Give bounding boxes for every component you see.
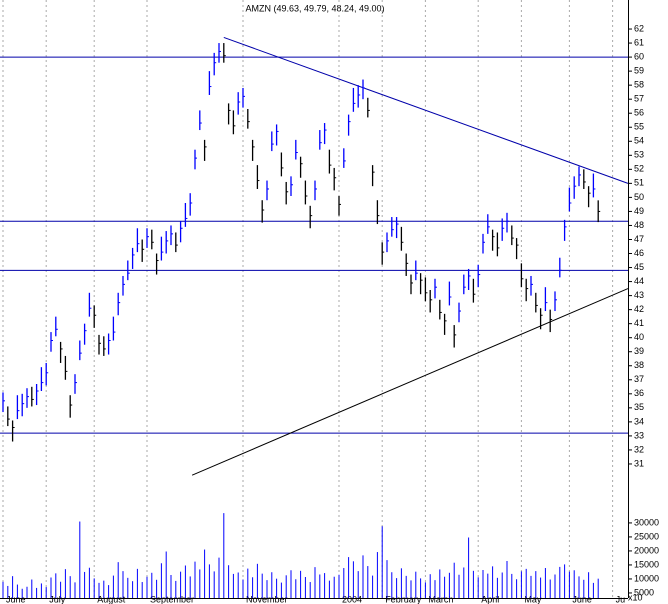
y-tick-label: 61 <box>634 37 644 47</box>
x-tick-label: June <box>6 594 26 604</box>
x-tick-label: March <box>428 594 453 604</box>
y-tick-label: 42 <box>634 304 644 314</box>
y-tick-label: 32 <box>634 444 644 454</box>
x-tick-label: February <box>385 594 422 604</box>
y-tick-label: 53 <box>634 150 644 160</box>
volume-tick-label: 15000 <box>634 559 659 569</box>
y-tick-label: 40 <box>634 332 644 342</box>
chart-title: AMZN (49.63, 49.79, 48.24, 49.00) <box>245 3 384 13</box>
y-tick-label: 33 <box>634 430 644 440</box>
y-tick-label: 52 <box>634 164 644 174</box>
y-tick-label: 59 <box>634 65 644 75</box>
y-tick-label: 62 <box>634 23 644 33</box>
x-tick-label: April <box>481 594 499 604</box>
y-tick-label: 39 <box>634 346 644 356</box>
y-tick-label: 41 <box>634 318 644 328</box>
volume-unit-label: x10 <box>628 592 643 602</box>
y-tick-label: 49 <box>634 206 644 216</box>
volume-tick-label: 30000 <box>634 517 659 527</box>
y-tick-label: 36 <box>634 388 644 398</box>
y-tick-label: 45 <box>634 262 644 272</box>
y-tick-label: 46 <box>634 248 644 258</box>
y-tick-label: 54 <box>634 136 644 146</box>
y-tick-label: 58 <box>634 80 644 90</box>
y-tick-label: 31 <box>634 458 644 468</box>
y-tick-label: 51 <box>634 178 644 188</box>
x-tick-label: July <box>49 594 66 604</box>
y-tick-label: 35 <box>634 402 644 412</box>
x-tick-label: Ju <box>616 594 626 604</box>
y-tick-label: 60 <box>634 51 644 61</box>
y-tick-label: 34 <box>634 416 644 426</box>
y-tick-label: 37 <box>634 374 644 384</box>
y-tick-label: 48 <box>634 220 644 230</box>
volume-tick-label: 20000 <box>634 545 659 555</box>
y-tick-label: 56 <box>634 108 644 118</box>
y-tick-label: 43 <box>634 290 644 300</box>
x-tick-label: June <box>572 594 592 604</box>
y-tick-label: 55 <box>634 122 644 132</box>
volume-tick-label: 10000 <box>634 573 659 583</box>
x-tick-label: May <box>524 594 542 604</box>
trend-line <box>223 36 629 184</box>
volume-tick-label: 5000 <box>634 587 654 597</box>
x-tick-label: 2004 <box>342 594 362 604</box>
y-tick-label: 44 <box>634 276 644 286</box>
x-tick-label: September <box>150 594 194 604</box>
x-tick-label: August <box>97 594 126 604</box>
x-tick-label: November <box>246 594 288 604</box>
volume-tick-label: 25000 <box>634 531 659 541</box>
trend-line <box>191 288 629 476</box>
y-tick-label: 38 <box>634 360 644 370</box>
y-tick-label: 47 <box>634 234 644 244</box>
y-tick-label: 57 <box>634 94 644 104</box>
y-tick-label: 50 <box>634 192 644 202</box>
